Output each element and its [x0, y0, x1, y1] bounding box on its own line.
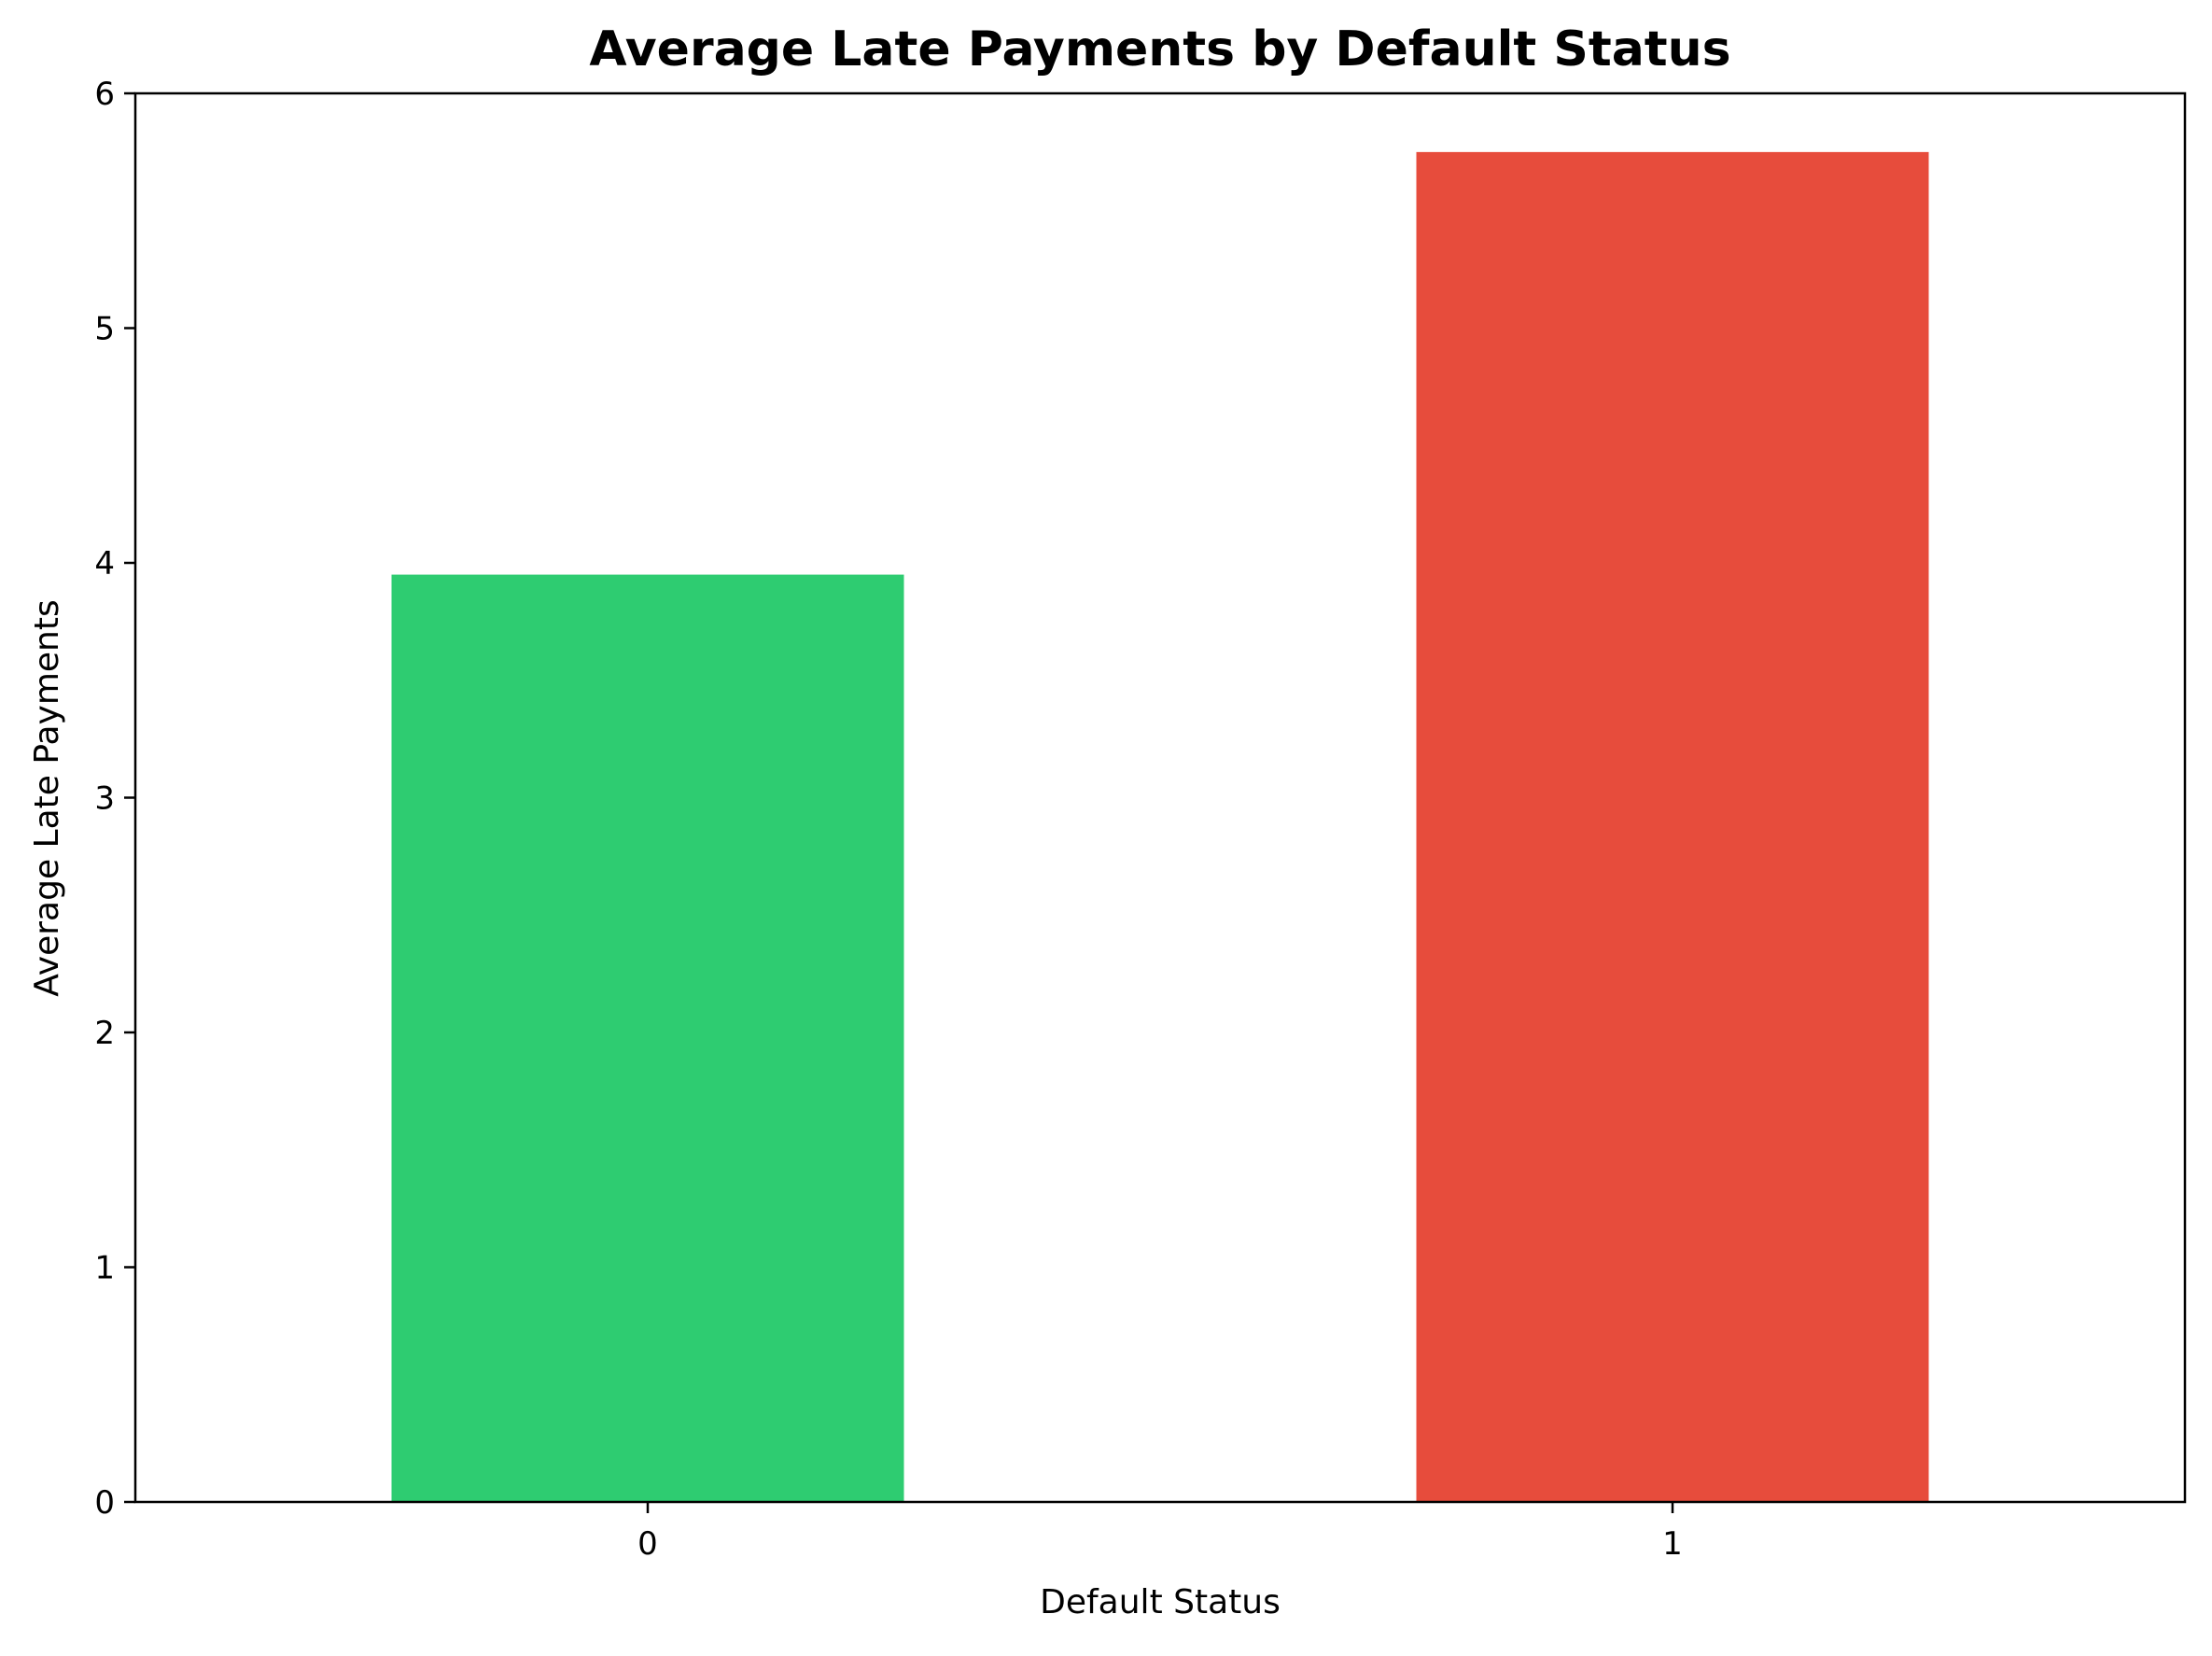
y-tick-label: 6	[94, 76, 115, 113]
bar-1	[1416, 151, 1929, 1502]
y-tick-label: 0	[94, 1484, 115, 1522]
chart-title: Average Late Payments by Default Status	[589, 21, 1730, 77]
y-axis-label: Average Late Payments	[28, 599, 66, 996]
y-tick-label: 1	[94, 1250, 115, 1287]
y-tick-label: 5	[94, 311, 115, 348]
x-tick-label: 1	[1662, 1525, 1683, 1563]
y-tick-label: 3	[94, 780, 115, 818]
y-tick-label: 2	[94, 1015, 115, 1052]
y-tick-label: 4	[94, 545, 115, 582]
bar-0	[391, 574, 904, 1502]
bars-group	[391, 151, 1929, 1502]
plot-frame	[133, 91, 2187, 1504]
x-axis-label: Default Status	[1040, 1583, 1281, 1621]
y-axis-ticks: 0 1 2 3 4 5 6	[94, 76, 135, 1522]
x-tick-label: 0	[637, 1525, 658, 1563]
